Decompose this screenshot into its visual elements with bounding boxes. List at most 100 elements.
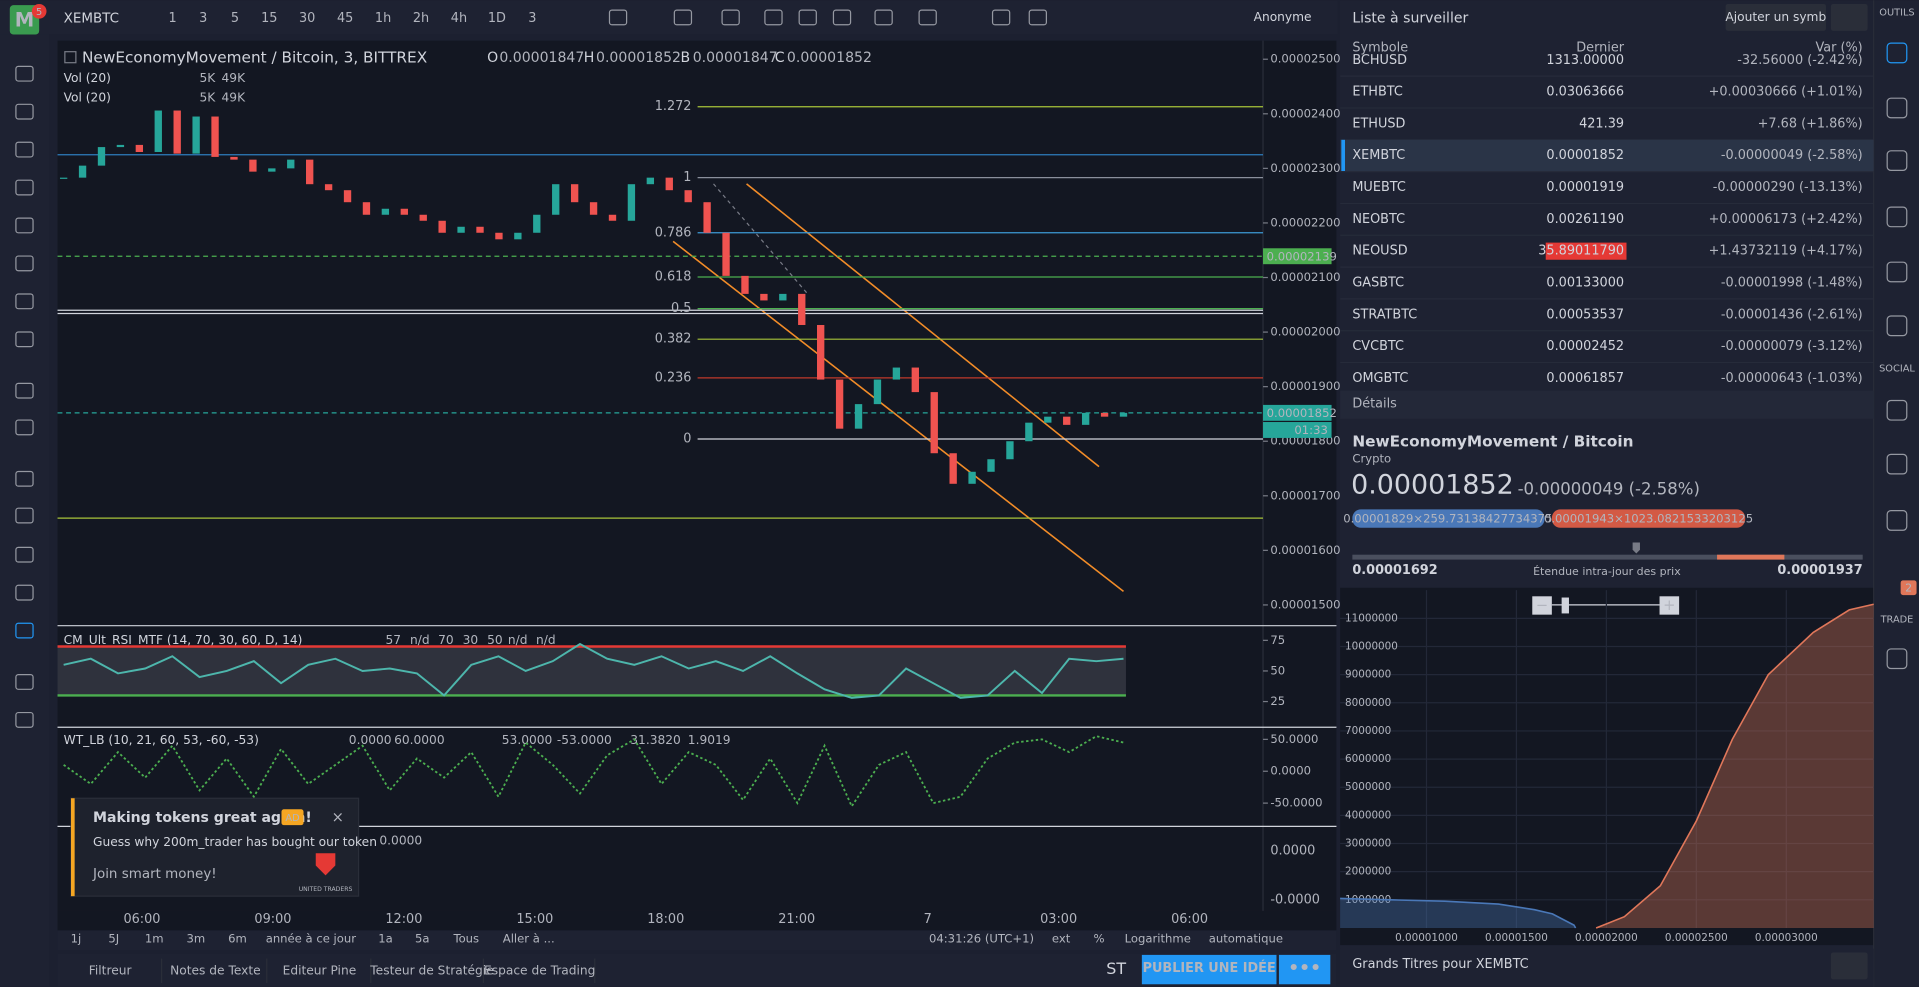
tool-icon[interactable] xyxy=(15,470,34,487)
symbol[interactable]: XEMBTC xyxy=(64,12,119,27)
range-button[interactable]: Aller à ... xyxy=(503,931,555,945)
tab[interactable]: Testeur de Stratégie xyxy=(369,963,493,977)
interval[interactable]: 4h xyxy=(451,11,467,26)
tool-icon[interactable] xyxy=(15,546,34,563)
range-button[interactable]: 3m xyxy=(186,931,205,945)
symbol[interactable]: ETHBTC xyxy=(1352,85,1403,100)
symbol[interactable]: NEOUSD xyxy=(1352,244,1407,259)
rsi-name[interactable]: CM_Ult_RSI_MTF (14, 70, 30, 60, D, 14) xyxy=(64,633,303,647)
sidebar-icon[interactable] xyxy=(1886,42,1908,64)
tool-icon[interactable] xyxy=(15,103,34,120)
logo[interactable] xyxy=(9,5,40,35)
share-label[interactable]: ST xyxy=(1106,959,1126,978)
symbol[interactable]: ETHUSD xyxy=(1352,116,1405,131)
tool-icon[interactable] xyxy=(15,674,34,690)
publish-button[interactable] xyxy=(1141,954,1277,985)
interval[interactable]: 1 xyxy=(168,11,176,26)
interval[interactable]: 45 xyxy=(337,11,353,26)
symbol[interactable]: OMGBTC xyxy=(1352,371,1408,386)
symbol[interactable]: MUEBTC xyxy=(1352,180,1406,195)
interval[interactable]: 15 xyxy=(261,11,277,26)
toolbar-icon[interactable] xyxy=(673,9,693,26)
tool-icon[interactable] xyxy=(15,382,34,399)
sidebar-icon[interactable] xyxy=(1886,510,1908,531)
toolbar-icon[interactable] xyxy=(764,9,783,26)
sidebar-icon[interactable] xyxy=(1886,648,1908,670)
axis-option[interactable]: Logarithme xyxy=(1125,931,1191,945)
wt-name[interactable]: WT_LB (10, 21, 60, 53, -60, -53) xyxy=(64,733,259,747)
tab[interactable]: Espace de Trading xyxy=(484,963,595,977)
interval[interactable]: 5 xyxy=(231,11,239,26)
tool-icon[interactable] xyxy=(15,217,34,234)
interval[interactable]: 1D xyxy=(488,11,506,26)
symbol[interactable]: CVCBTC xyxy=(1352,339,1404,354)
range-button[interactable]: 1j xyxy=(71,931,82,945)
axis-option[interactable]: ext xyxy=(1052,931,1071,945)
interval[interactable]: 30 xyxy=(299,11,315,26)
tab[interactable]: Notes de Texte xyxy=(170,963,261,977)
symbol[interactable]: GASBTC xyxy=(1352,275,1404,290)
range-button[interactable]: 5a xyxy=(415,931,430,945)
ad-popup[interactable]: Making tokens great again! AD × Guess wh… xyxy=(70,797,377,897)
add-symbol[interactable]: Ajouter un symb xyxy=(1725,10,1826,24)
more-button[interactable] xyxy=(1278,954,1331,985)
toolbar-icon[interactable] xyxy=(874,9,893,26)
toolbar-icon[interactable] xyxy=(832,9,852,26)
sidebar-icon[interactable] xyxy=(1886,150,1908,172)
tool-icon[interactable] xyxy=(15,293,34,310)
volume-name[interactable]: Vol (20) xyxy=(64,91,111,105)
tool-icon[interactable] xyxy=(15,584,34,601)
add-symbol-button[interactable] xyxy=(1725,3,1826,31)
toolbar-icon[interactable] xyxy=(1028,9,1048,26)
tool-icon[interactable] xyxy=(15,507,34,524)
ad-box[interactable] xyxy=(70,797,360,897)
sidebar-icon[interactable] xyxy=(1886,97,1908,119)
zoom-handle[interactable] xyxy=(1561,597,1569,614)
headlines-menu[interactable] xyxy=(1830,952,1868,980)
zoom-out[interactable] xyxy=(1532,596,1552,615)
tool-icon[interactable] xyxy=(15,65,34,82)
tab[interactable]: Editeur Pine xyxy=(283,963,357,977)
sidebar-icon[interactable] xyxy=(1886,206,1908,228)
volume-name[interactable]: Vol (20) xyxy=(64,71,111,85)
toolbar-icon[interactable] xyxy=(608,9,628,26)
zoom-in[interactable] xyxy=(1659,596,1680,615)
interval[interactable]: 1h xyxy=(375,11,391,26)
range-button[interactable]: 1a xyxy=(378,931,393,945)
symbol[interactable]: XEMBTC xyxy=(1352,148,1405,163)
interval[interactable]: 2h xyxy=(413,11,429,26)
tool-icon[interactable] xyxy=(15,622,34,639)
user-button[interactable] xyxy=(1250,3,1337,31)
sidebar-icon[interactable] xyxy=(1886,399,1908,421)
tool-icon[interactable] xyxy=(15,711,34,728)
sidebar-icon[interactable] xyxy=(1886,261,1908,283)
user[interactable]: Anonyme xyxy=(1254,10,1312,24)
sidebar-icon[interactable] xyxy=(1886,453,1908,475)
ad-close[interactable]: × xyxy=(332,809,344,826)
symbol[interactable]: NEOBTC xyxy=(1352,212,1405,227)
symbol[interactable]: STRATBTC xyxy=(1352,307,1417,322)
axis-option[interactable]: automatique xyxy=(1209,931,1283,945)
collapse-icon[interactable] xyxy=(64,51,77,64)
toolbar-icon[interactable] xyxy=(991,9,1011,26)
toolbar-icon[interactable] xyxy=(721,9,740,26)
tab[interactable]: Filtreur xyxy=(89,963,133,977)
range-button[interactable]: 1m xyxy=(145,931,164,945)
toolbar-icon[interactable] xyxy=(918,9,937,26)
sidebar-icon[interactable] xyxy=(1886,315,1908,337)
ad-link[interactable]: Join smart money! xyxy=(92,867,217,882)
range-button[interactable]: année à ce jour xyxy=(266,931,357,945)
tool-icon[interactable] xyxy=(15,419,34,436)
range-button[interactable]: 6m xyxy=(228,931,247,945)
symbol[interactable]: BCHUSD xyxy=(1352,53,1407,68)
axis-option[interactable]: % xyxy=(1094,931,1105,945)
menu-button[interactable] xyxy=(1830,3,1868,31)
tool-icon[interactable] xyxy=(15,179,34,196)
chart-title[interactable]: NewEconomyMovement / Bitcoin, 3, BITTREX xyxy=(82,48,427,66)
range-button[interactable]: 5J xyxy=(108,931,119,945)
tool-icon[interactable] xyxy=(15,141,34,158)
interval[interactable]: 3 xyxy=(528,11,536,26)
tool-icon[interactable] xyxy=(15,255,34,272)
toolbar-icon[interactable] xyxy=(798,9,817,26)
tool-icon[interactable] xyxy=(15,331,34,348)
